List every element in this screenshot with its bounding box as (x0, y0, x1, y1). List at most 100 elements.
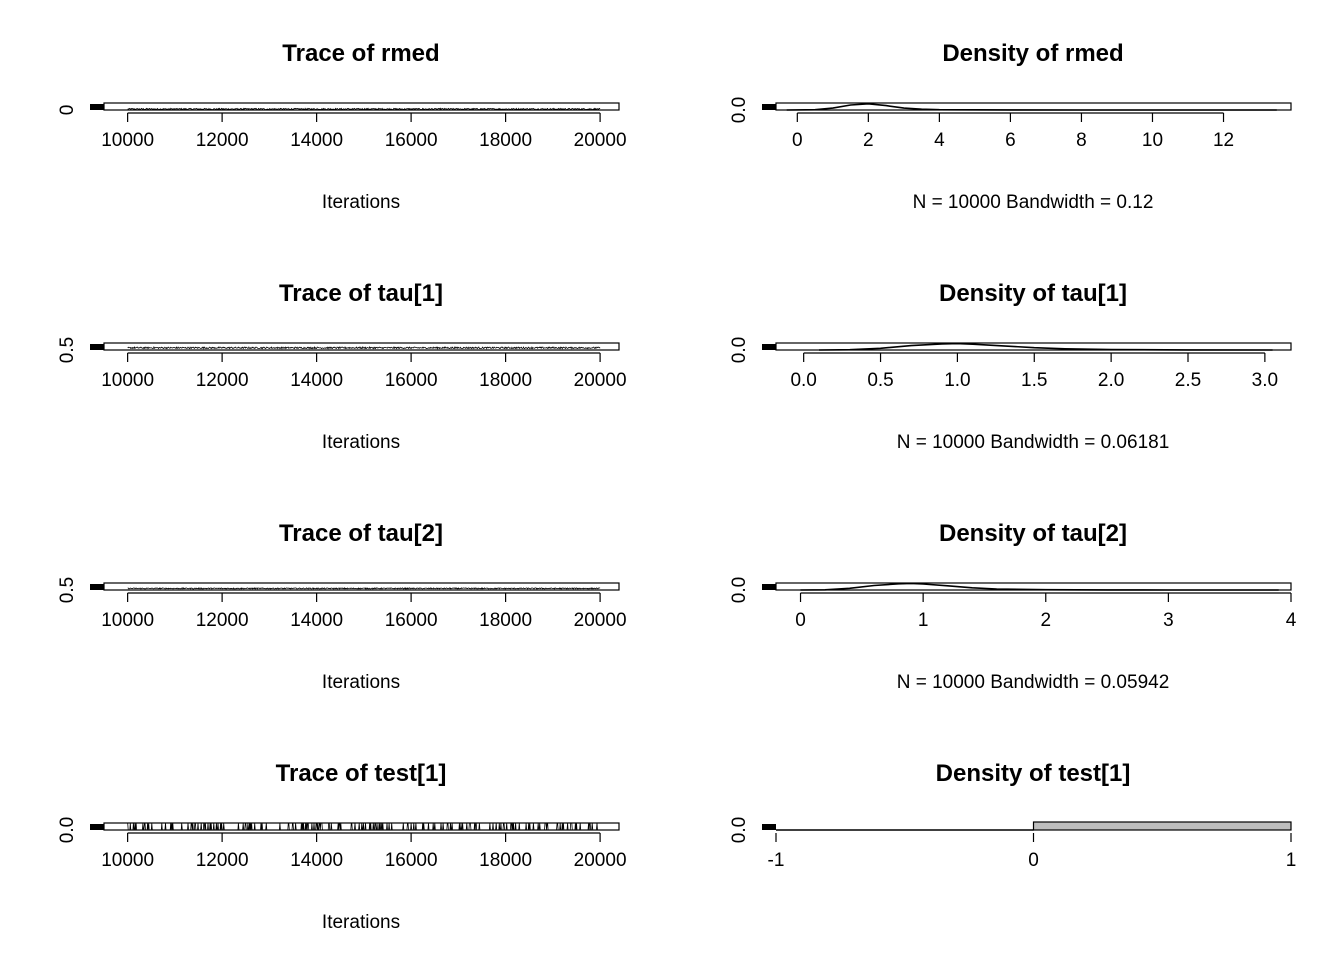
x-tick-label: 0.5 (867, 370, 893, 391)
panel-density-tau2: Density of tau[2] 0 1 2 3 4 0.0 N = 10000 Ba… (729, 520, 1297, 693)
x-axis: 10000 12000 14000 16000 18000 20000 (101, 112, 627, 151)
x-tick-label: 12000 (196, 130, 249, 151)
x-tick-label: 14000 (290, 850, 343, 871)
x-axis-label: Iterations (322, 432, 400, 453)
x-axis-label: N = 10000 Bandwidth = 0.06181 (897, 432, 1170, 453)
x-tick-label: 14000 (290, 130, 343, 151)
x-tick-label: 2.0 (1098, 370, 1124, 391)
y-tick-mark (762, 104, 776, 110)
y-tick-mark (762, 824, 776, 830)
x-tick-label: 2 (863, 130, 874, 151)
x-tick-label: 18000 (479, 130, 532, 151)
trace-series (127, 587, 601, 590)
panel-trace-tau1: Trace of tau[1] 10000 12000 14000 16000 1800… (57, 280, 627, 453)
y-tick-label: 0.0 (729, 97, 750, 123)
panel-density-rmed: Density of rmed 0 2 4 6 8 10 12 0.0 N = 10000 … (729, 40, 1292, 213)
panel-trace-rmed: Trace of rmed 10000 12000 14000 16000 18000 2… (57, 40, 627, 213)
x-axis-label: Iterations (322, 192, 400, 213)
y-tick-label: 0.0 (729, 577, 750, 603)
x-tick-label: 16000 (385, 850, 438, 871)
x-tick-label: 8 (1076, 130, 1087, 151)
x-tick-label: 12 (1213, 130, 1234, 151)
x-axis: 10000 12000 14000 16000 18000 20000 (101, 352, 627, 391)
x-tick-label: 20000 (574, 370, 627, 391)
x-axis: 10000 12000 14000 16000 18000 20000 (101, 592, 627, 631)
x-tick-label: 6 (1005, 130, 1016, 151)
trace-line (127, 587, 601, 590)
x-tick-label: 1.0 (944, 370, 970, 391)
x-axis: -1 0 1 (768, 833, 1297, 871)
chart-title: Density of rmed (942, 40, 1123, 67)
y-tick-label: 0.0 (729, 337, 750, 363)
y-tick-mark (90, 824, 104, 830)
x-tick-label: 2 (1040, 610, 1051, 631)
trace-line (127, 345, 601, 350)
x-tick-label: 10000 (101, 850, 154, 871)
x-axis-label: Iterations (322, 672, 400, 693)
chart-title: Density of test[1] (936, 760, 1131, 787)
x-tick-label: 18000 (479, 850, 532, 871)
x-axis: 0 1 2 3 4 (795, 592, 1297, 631)
x-tick-label: 12000 (196, 850, 249, 871)
y-tick-label: 0.0 (729, 817, 750, 843)
chart-title: Trace of tau[1] (279, 280, 443, 307)
x-tick-label: 1 (918, 610, 929, 631)
x-axis-label: N = 10000 Bandwidth = 0.12 (913, 192, 1154, 213)
x-tick-label: 20000 (574, 610, 627, 631)
panel-trace-tau2: Trace of tau[2] 10000 12000 14000 16000 1800… (57, 520, 627, 693)
histogram-bars (776, 821, 1292, 831)
x-tick-label: 2.5 (1175, 370, 1201, 391)
chart-title: Density of tau[2] (939, 520, 1127, 547)
x-tick-label: 0 (792, 130, 803, 151)
x-axis: 10000 12000 14000 16000 18000 20000 (101, 832, 627, 871)
y-tick-mark (762, 344, 776, 350)
x-tick-label: 14000 (290, 610, 343, 631)
x-tick-label: 3.0 (1252, 370, 1278, 391)
x-tick-label: 12000 (196, 610, 249, 631)
x-tick-label: 1 (1286, 850, 1297, 871)
panel-trace-test1: Trace of test[1] 10000 12000 14000 16000 180… (57, 760, 627, 933)
x-tick-label: 10 (1142, 130, 1163, 151)
y-tick-mark (90, 104, 104, 110)
x-tick-label: 12000 (196, 370, 249, 391)
x-axis: 0 2 4 6 8 10 12 (792, 112, 1234, 151)
x-tick-label: 16000 (385, 130, 438, 151)
x-tick-label: 16000 (385, 610, 438, 631)
x-tick-label: 10000 (101, 610, 154, 631)
x-tick-label: 0 (1028, 850, 1039, 871)
y-tick-label: 0.0 (57, 817, 78, 843)
x-tick-label: 3 (1163, 610, 1174, 631)
chart-title: Density of tau[1] (939, 280, 1127, 307)
x-axis-label: Iterations (322, 912, 400, 933)
x-tick-label: 10000 (101, 130, 154, 151)
x-tick-label: 20000 (574, 130, 627, 151)
x-tick-label: 10000 (101, 370, 154, 391)
y-tick-mark (90, 584, 104, 590)
x-tick-label: 4 (1286, 610, 1297, 631)
y-tick-mark (90, 344, 104, 350)
x-tick-label: 1.5 (1021, 370, 1047, 391)
histogram-bar (1032, 821, 1292, 831)
x-tick-label: 4 (934, 130, 945, 151)
chart-title: Trace of rmed (282, 40, 439, 67)
x-tick-label: 14000 (290, 370, 343, 391)
y-tick-mark (762, 584, 776, 590)
y-tick-label: 0.5 (57, 577, 78, 603)
x-tick-label: 18000 (479, 610, 532, 631)
x-axis-label: N = 10000 Bandwidth = 0.05942 (897, 672, 1170, 693)
chart-title: Trace of tau[2] (279, 520, 443, 547)
x-tick-label: 20000 (574, 850, 627, 871)
trace-series (127, 345, 601, 350)
y-tick-label: 0.5 (57, 337, 78, 363)
x-tick-label: 0.0 (790, 370, 816, 391)
x-tick-label: 16000 (385, 370, 438, 391)
panel-density-tau1: Density of tau[1] 0.0 0.5 1.0 1.5 2.0 2.5 3.0 … (729, 280, 1292, 453)
x-axis: 0.0 0.5 1.0 1.5 2.0 2.5 3.0 (790, 352, 1278, 391)
chart-title: Trace of test[1] (276, 760, 447, 787)
panel-density-test1: Density of test[1] -1 0 1 0.0 (729, 760, 1296, 871)
x-tick-label: -1 (768, 850, 785, 871)
x-tick-label: 18000 (479, 370, 532, 391)
x-tick-label: 0 (795, 610, 806, 631)
